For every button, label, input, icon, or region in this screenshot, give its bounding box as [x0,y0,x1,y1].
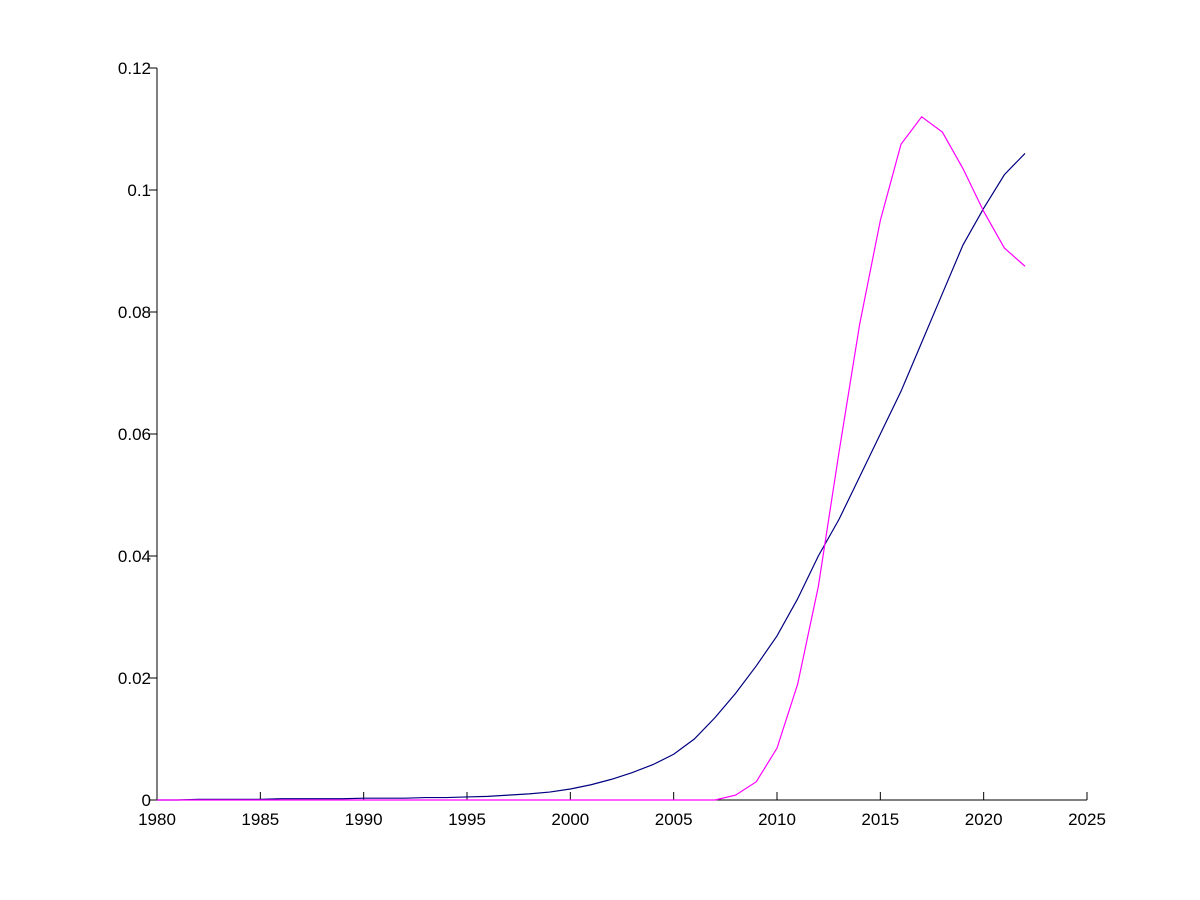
x-tick-label: 2015 [861,810,899,829]
line [157,152,1026,801]
x-tick-label: 1980 [138,810,176,829]
x-tick-label: 2020 [965,810,1003,829]
x-tick-label: 1985 [241,810,279,829]
y-tick-label: 0.08 [118,303,151,322]
y-tick-label: 0.12 [118,59,151,78]
x-tick-label: 2025 [1068,810,1106,829]
line [157,115,1026,801]
y-tick-label: 0.06 [118,425,151,444]
x-tick-label: 1995 [448,810,486,829]
y-tick-label: 0.02 [118,669,151,688]
x-tick-label: 2010 [758,810,796,829]
y-tick-label: 0 [142,791,151,810]
x-tick-label: 2005 [655,810,693,829]
y-tick-label: 0.1 [127,181,151,200]
x-tick-label: 2000 [551,810,589,829]
x-tick-label: 1990 [345,810,383,829]
y-tick-label: 0.04 [118,547,151,566]
